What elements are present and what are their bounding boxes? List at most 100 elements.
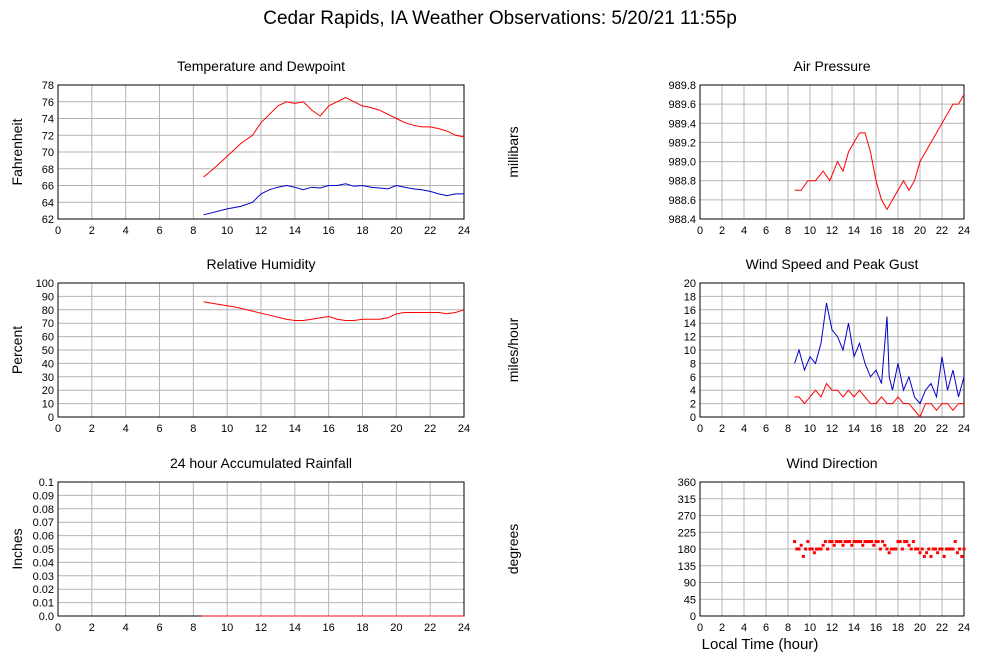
chart-4-frame (699, 282, 965, 418)
chart-1-xtick-label: 12 (255, 225, 267, 237)
chart-6-series-1-point (949, 547, 953, 551)
chart-3-xtick-label: 14 (289, 423, 301, 435)
chart-4-ylabel: miles/hour (505, 317, 521, 382)
chart-2-ytick-label: 989.0 (668, 157, 696, 169)
chart-4-xtick-label: 4 (741, 423, 747, 435)
chart-3-xtick-label: 18 (356, 423, 368, 435)
chart-6-xtick-label: 18 (892, 622, 904, 634)
chart-2-frame (699, 84, 965, 220)
x-axis-label: Local Time (hour) (701, 636, 819, 653)
chart-6-series-1-point (887, 551, 891, 555)
chart-1-xtick-label: 6 (156, 225, 162, 237)
chart-6-series-1-point (909, 547, 913, 551)
chart-6-series-1-point (925, 551, 929, 555)
chart-3-xtick-label: 24 (458, 423, 470, 435)
chart-5-ytick-label: 0.08 (33, 504, 54, 516)
chart-2-ytick-label: 989.6 (668, 99, 696, 111)
chart-6-ytick-label: 45 (684, 594, 696, 606)
chart-1-ytick-label: 64 (42, 197, 54, 209)
chart-1-ytick-label: 70 (42, 147, 54, 159)
chart-6-series-1-point (920, 547, 924, 551)
chart-6-series-1-point (870, 540, 874, 544)
chart-6-series-1-point (922, 554, 926, 558)
chart-6-series-1-point (958, 547, 962, 551)
chart-3-ytick-label: 70 (42, 318, 54, 330)
chart-2-xtick-label: 22 (936, 225, 948, 237)
chart-2-ytick-label: 989.4 (668, 118, 696, 130)
chart-6-ylabel: degrees (505, 524, 521, 575)
chart-6-series-1-point (911, 540, 915, 544)
chart-6-series-1-point (936, 551, 940, 555)
chart-6-series-1-point (962, 547, 966, 551)
chart-3-xtick-label: 20 (390, 423, 402, 435)
chart-2-ytick-label: 988.6 (668, 195, 696, 207)
chart-5-xtick-label: 2 (89, 622, 95, 634)
chart-5-xtick-label: 8 (190, 622, 196, 634)
chart-5-ytick-label: 0.05 (33, 544, 54, 556)
chart-6-series-1-point (865, 540, 869, 544)
chart-4-ytick-label: 6 (690, 372, 696, 384)
chart-6-series-1-point (931, 547, 935, 551)
chart-4-xtick-label: 0 (697, 423, 703, 435)
chart-1-xtick-label: 8 (190, 225, 196, 237)
chart-6-series-1-point (960, 554, 964, 558)
chart-6-series-1-point (848, 540, 852, 544)
chart-2-xtick-label: 6 (763, 225, 769, 237)
chart-3-xtick-label: 2 (89, 423, 95, 435)
chart-6-series-1-point (867, 540, 871, 544)
chart-3-ytick-label: 100 (36, 278, 54, 290)
chart-1-xtick-label: 18 (356, 225, 368, 237)
chart-6-ytick-label: 360 (678, 477, 696, 489)
chart-3-ylabel: Percent (9, 326, 25, 374)
chart-5-ytick-label: 0.09 (33, 490, 54, 502)
chart-3-xtick-label: 8 (190, 423, 196, 435)
chart-6-series-1-point (861, 543, 865, 547)
chart-5-xtick-label: 20 (390, 622, 402, 634)
chart-1-ytick-label: 74 (42, 114, 54, 126)
chart-5-ylabel: Inches (9, 528, 25, 569)
chart-6-series-1-point (799, 543, 803, 547)
chart-6-series-1-point (898, 540, 902, 544)
chart-4-xtick-label: 20 (914, 423, 926, 435)
chart-6-series-1-point (823, 540, 827, 544)
chart-2-xtick-label: 4 (741, 225, 747, 237)
chart-3-xtick-label: 10 (221, 423, 233, 435)
chart-2-ytick-label: 988.8 (668, 176, 696, 188)
chart-1-xtick-label: 0 (55, 225, 61, 237)
chart-4-xtick-label: 16 (870, 423, 882, 435)
chart-4-xtick-label: 8 (785, 423, 791, 435)
chart-6-series-1-point (914, 547, 918, 551)
chart-6-xtick-label: 8 (785, 622, 791, 634)
chart-2-ytick-label: 989.8 (668, 80, 696, 92)
chart-5-xtick-label: 18 (356, 622, 368, 634)
chart-6-series-1-point (863, 540, 867, 544)
chart-2-title: Air Pressure (793, 58, 870, 74)
chart-6-series-1-point (834, 540, 838, 544)
chart-5-ytick-label: 0.07 (33, 517, 54, 529)
chart-6-series-1-point (812, 551, 816, 555)
chart-5-title: 24 hour Accumulated Rainfall (170, 455, 352, 471)
chart-6-series-1-point (878, 547, 882, 551)
chart-6-xtick-label: 16 (870, 622, 882, 634)
chart-3-xtick-label: 12 (255, 423, 267, 435)
chart-3-ytick-label: 0 (48, 412, 54, 424)
chart-6-series-1-point (810, 547, 814, 551)
chart-1-title: Temperature and Dewpoint (177, 58, 345, 74)
chart-6-series-1-point (828, 540, 832, 544)
chart-4-ytick-label: 8 (690, 358, 696, 370)
chart-2-xtick-label: 14 (848, 225, 860, 237)
chart-6-ytick-label: 135 (678, 561, 696, 573)
chart-2-xtick-label: 18 (892, 225, 904, 237)
chart-4-ytick-label: 14 (684, 318, 696, 330)
chart-6-xtick-label: 6 (763, 622, 769, 634)
chart-1-xtick-label: 14 (289, 225, 301, 237)
chart-4-ytick-label: 2 (690, 399, 696, 411)
chart-5-ytick-label: 0.0 (39, 611, 54, 623)
chart-6-series-1-point (832, 543, 836, 547)
chart-6-series-1-point (845, 540, 849, 544)
chart-6-series-1-point (929, 554, 933, 558)
chart-1-ytick-label: 68 (42, 164, 54, 176)
chart-6-series-1-point (856, 540, 860, 544)
chart-6-series-1-point (938, 547, 942, 551)
chart-6-series-1-point (837, 540, 841, 544)
